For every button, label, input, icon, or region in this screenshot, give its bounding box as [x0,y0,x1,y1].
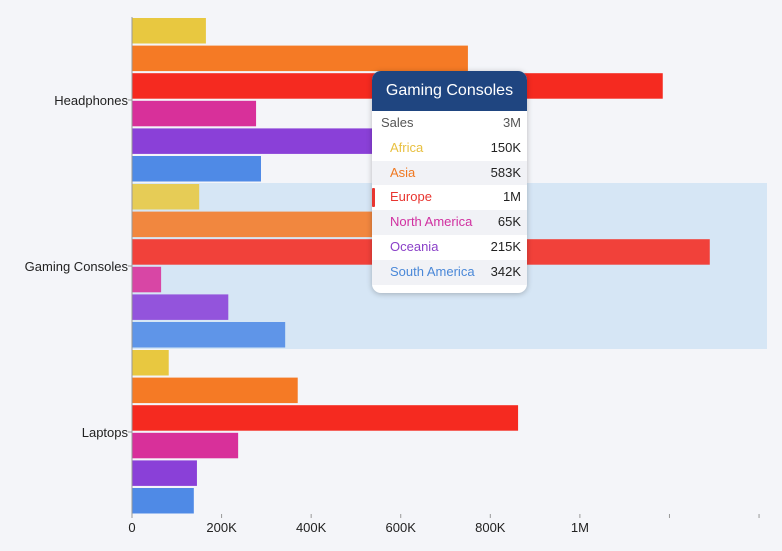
bar-africa-gaming-consoles[interactable] [132,184,200,210]
tooltip-active-marker [372,188,375,208]
bar-africa-headphones[interactable] [132,18,206,44]
bar-asia-headphones[interactable] [132,45,468,72]
tooltip-series-value: 342K [490,263,521,279]
tooltip-series-name: Africa [390,139,424,155]
tooltip-total-label: Sales [381,115,414,130]
bar-south-america-laptops[interactable] [132,488,194,514]
x-tick-label: 0 [128,520,135,535]
tooltip-series-name: North America [390,214,473,230]
bar-africa-laptops[interactable] [132,350,169,376]
tooltip-title: Gaming Consoles [372,71,527,111]
category-label: Gaming Consoles [25,259,129,274]
tooltip-row-europe: Europe 1M [372,185,527,210]
tooltip-series-value: 1M [502,189,521,205]
x-tick-label: 400K [296,520,327,535]
bar-north-america-laptops[interactable] [132,432,239,459]
tooltip-series-value: 150K [490,139,521,155]
bar-oceania-laptops[interactable] [132,460,197,486]
bar-oceania-gaming-consoles[interactable] [132,294,229,320]
tooltip-total-value: 3M [502,115,521,130]
bar-asia-gaming-consoles[interactable] [132,211,394,238]
category-label: Headphones [54,93,128,108]
tooltip-series-value: 215K [490,238,521,254]
chart-tooltip: Gaming Consoles Sales 3M Africa 150K Asia 5… [372,71,527,293]
bar-south-america-gaming-consoles[interactable] [132,322,286,348]
tooltip-series-name: Asia [390,164,416,180]
x-tick-label: 1M [571,520,589,535]
tooltip-row-south-america: South America 342K [372,259,527,285]
bar-asia-laptops[interactable] [132,377,298,404]
tooltip-series-name: South America [390,263,475,279]
tooltip-total-row: Sales 3M [372,111,527,136]
x-tick-label: 800K [475,520,506,535]
tooltip-row-north-america: North America 65K [372,210,527,235]
tooltip-series-value: 583K [490,164,521,180]
x-tick-label: 600K [386,520,417,535]
tooltip-row-africa: Africa 150K [372,136,527,161]
category-label: Laptops [82,425,129,440]
x-tick-label: 200K [206,520,237,535]
bar-oceania-headphones[interactable] [132,128,392,154]
bar-south-america-headphones[interactable] [132,156,261,182]
bar-north-america-gaming-consoles[interactable] [132,266,162,293]
tooltip-series-name: Europe [390,189,432,205]
tooltip-row-oceania: Oceania 215K [372,235,527,260]
tooltip-series-name: Oceania [390,238,439,254]
tooltip-series-value: 65K [497,214,521,230]
bar-north-america-headphones[interactable] [132,100,257,127]
bar-europe-laptops[interactable] [132,405,519,431]
tooltip-row-asia: Asia 583K [372,160,527,186]
